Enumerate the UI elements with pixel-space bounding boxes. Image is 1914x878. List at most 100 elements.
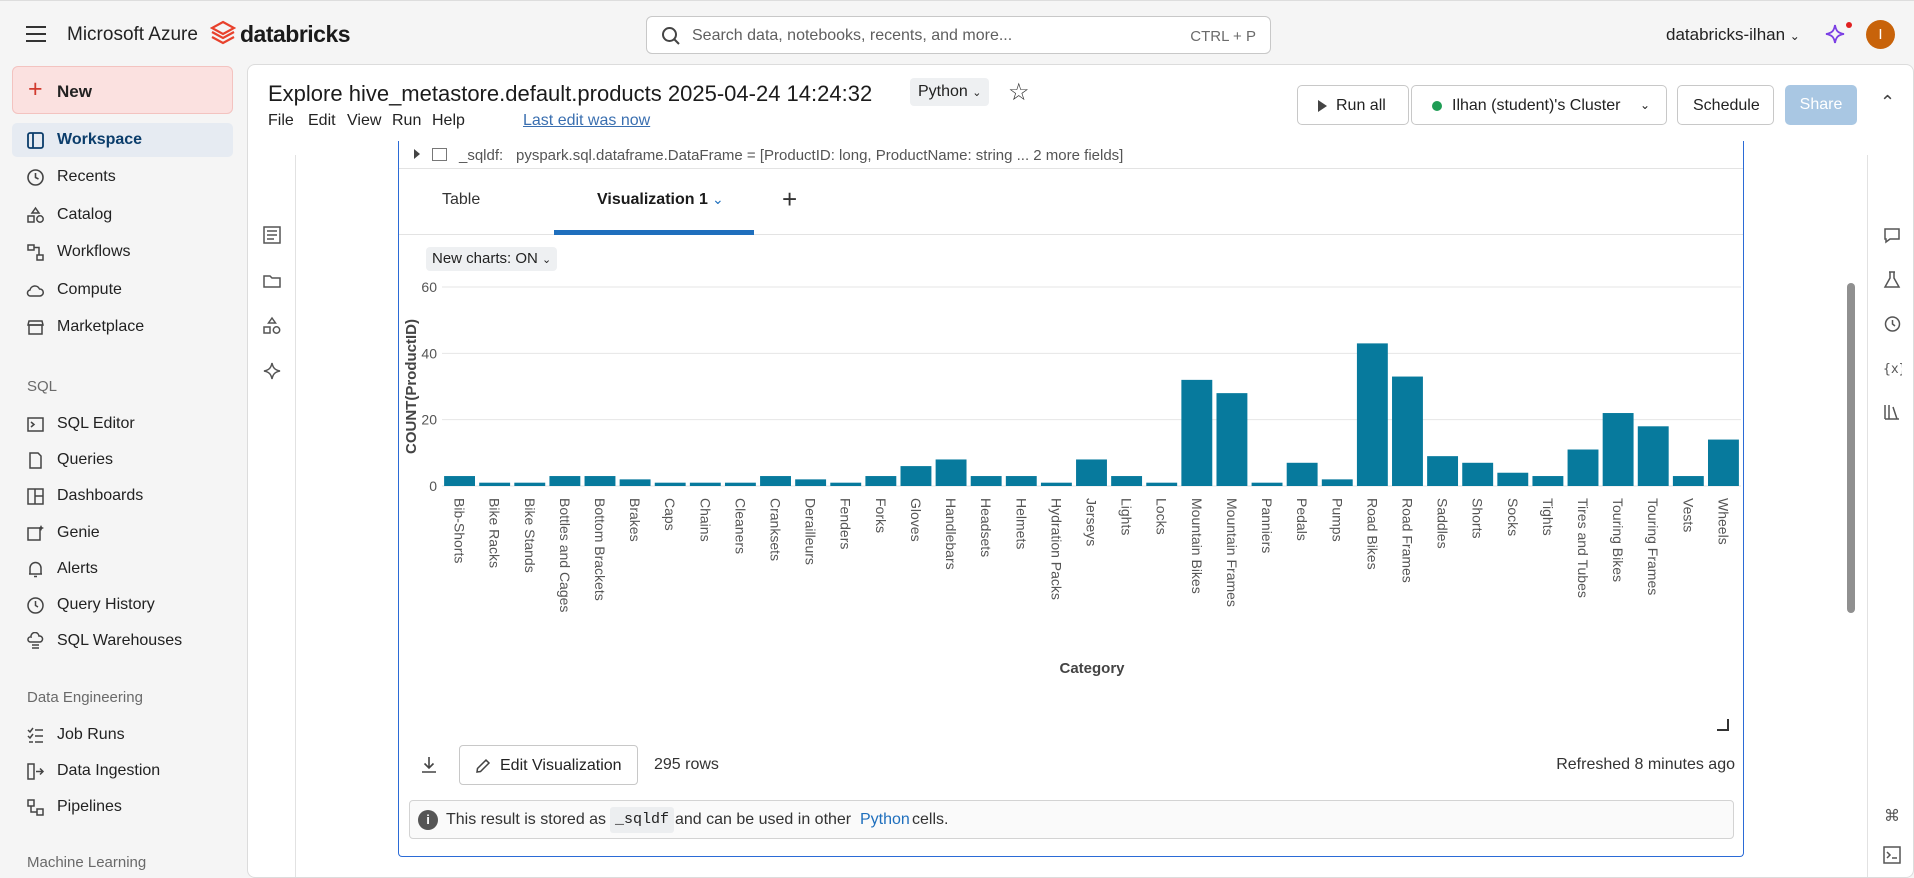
cluster-status-dot (1432, 101, 1442, 111)
chevron-down-icon: ⌄ (542, 254, 552, 266)
bar (900, 466, 932, 486)
cloud-icon (26, 285, 44, 297)
add-tab-icon[interactable]: + (782, 184, 798, 214)
favorite-star-icon[interactable]: ☆ (1008, 79, 1030, 106)
assistant-icon[interactable] (262, 361, 282, 381)
library-icon[interactable] (1882, 402, 1902, 422)
collapse-header-icon[interactable]: ⌃ (1880, 92, 1896, 112)
expand-caret-icon[interactable] (414, 149, 420, 159)
job-runs-icon (27, 727, 43, 743)
sidebar-item-label: Data Ingestion (57, 762, 161, 779)
notebook-title[interactable]: Explore hive_metastore.default.products … (268, 81, 873, 106)
chevron-down-icon: ⌄ (972, 87, 982, 99)
bar (760, 476, 791, 486)
x-tick-label: Shorts (1470, 498, 1486, 538)
version-history-icon[interactable] (1882, 314, 1902, 334)
new-button[interactable]: + New (12, 66, 233, 114)
sidebar-item-queries[interactable]: Queries (12, 443, 233, 477)
sidebar-item-sql-editor[interactable]: SQL Editor (12, 407, 233, 441)
x-axis-label: Category (1059, 660, 1125, 677)
bar (1005, 476, 1037, 486)
sidebar-item-workflows[interactable]: Workflows (12, 235, 233, 269)
bar (584, 476, 616, 486)
sidebar-item-recents[interactable]: Recents (12, 160, 233, 194)
edit-visualization-button[interactable]: Edit Visualization (459, 745, 638, 785)
sidebar-item-sql-warehouses[interactable]: SQL Warehouses (12, 624, 233, 658)
y-tick-label: 40 (421, 345, 437, 361)
tab-table[interactable]: Table (442, 191, 481, 208)
sidebar-item-label: Marketplace (57, 318, 145, 335)
keyboard-shortcuts-icon[interactable]: ⌘ (1882, 805, 1902, 825)
experiment-flask-icon[interactable] (1882, 270, 1902, 290)
bar (1181, 379, 1213, 486)
run-all-button[interactable]: Run all (1297, 85, 1409, 125)
queries-icon (29, 452, 42, 469)
sidebar-item-data-ingestion[interactable]: Data Ingestion (12, 754, 233, 788)
new-charts-toggle[interactable]: New charts: ON ⌄ (426, 247, 558, 271)
x-tick-label: Chains (697, 498, 713, 542)
avatar[interactable]: I (1866, 20, 1895, 49)
menu-help[interactable]: Help (432, 112, 465, 129)
variables-icon[interactable]: {x} (1882, 358, 1902, 378)
catalog-icon[interactable] (262, 316, 282, 336)
sidebar-item-marketplace[interactable]: Marketplace (12, 310, 233, 344)
last-edit-link[interactable]: Last edit was now (523, 112, 651, 129)
sidebar-item-dashboards[interactable]: Dashboards (12, 479, 233, 513)
dataframe-name: _sqldf: (459, 147, 504, 164)
schedule-button[interactable]: Schedule (1677, 85, 1774, 125)
menu-view[interactable]: View (347, 112, 382, 129)
chevron-down-icon[interactable]: ⌄ (712, 191, 724, 207)
new-button-label: New (57, 82, 92, 101)
bar (1532, 476, 1564, 486)
menu-edit[interactable]: Edit (308, 112, 336, 129)
scrollbar-thumb[interactable] (1847, 283, 1855, 613)
bar (549, 476, 581, 486)
menu-file[interactable]: File (268, 112, 294, 129)
sidebar-item-label: Workflows (57, 243, 131, 260)
sidebar-item-label: Job Runs (57, 726, 125, 743)
sidebar-item-workspace[interactable]: Workspace (12, 123, 233, 157)
share-button[interactable]: Share (1785, 85, 1857, 125)
x-tick-label: Hydration Packs (1048, 498, 1064, 600)
table-of-contents-icon[interactable] (262, 225, 282, 245)
terminal-icon[interactable] (1882, 845, 1902, 865)
sidebar-item-job-runs[interactable]: Job Runs (12, 718, 233, 752)
x-tick-label: Wheels (1715, 498, 1731, 545)
download-icon[interactable] (419, 755, 439, 775)
bar (970, 476, 1002, 486)
clock-icon (27, 169, 44, 186)
result-tabs: Table Visualization 1 ⌄ + (399, 169, 1743, 235)
menu-run[interactable]: Run (392, 112, 422, 129)
hamburger-menu-icon[interactable] (26, 26, 46, 42)
x-tick-label: Caps (662, 498, 678, 531)
bar (1321, 479, 1353, 486)
sidebar-item-query-history[interactable]: Query History (12, 588, 233, 622)
svg-text:⌘: ⌘ (1884, 808, 1900, 825)
language-selector[interactable]: Python ⌄ (910, 78, 990, 106)
search-input[interactable]: Search data, notebooks, recents, and mor… (646, 16, 1271, 54)
sidebar-item-pipelines[interactable]: Pipelines (12, 790, 233, 824)
bar (1356, 343, 1388, 486)
sidebar-section-data-engineering: Data Engineering (27, 689, 143, 706)
sidebar-item-genie[interactable]: Genie (12, 516, 233, 550)
tab-visualization-1[interactable]: Visualization 1 (597, 191, 708, 208)
workspace-switcher[interactable]: databricks-ilhan ⌄ (1666, 25, 1800, 45)
bar (654, 482, 686, 486)
notebook-cell: _sqldf: pyspark.sql.dataframe.DataFrame … (398, 141, 1744, 857)
edit-visualization-label: Edit Visualization (500, 757, 622, 774)
assistant-sparkle-icon[interactable] (1824, 23, 1846, 45)
comments-icon[interactable] (1882, 225, 1902, 245)
table-icon (432, 148, 447, 161)
x-tick-label: Tires and Tubes (1575, 498, 1591, 598)
cluster-selector[interactable]: Ilhan (student)'s Cluster ⌄ (1411, 85, 1667, 125)
python-link[interactable]: Python (860, 811, 910, 828)
sidebar-item-alerts[interactable]: Alerts (12, 552, 233, 586)
sidebar-item-catalog[interactable]: Catalog (12, 198, 233, 232)
catalog-icon (27, 206, 44, 223)
sidebar-item-compute[interactable]: Compute (12, 273, 233, 307)
x-tick-label: Bottles and Cages (557, 498, 573, 612)
folder-icon[interactable] (262, 271, 282, 291)
x-tick-label: Mountain Frames (1224, 498, 1240, 607)
refreshed-timestamp: Refreshed 8 minutes ago (1556, 756, 1735, 773)
resize-handle-icon[interactable] (1717, 719, 1729, 731)
